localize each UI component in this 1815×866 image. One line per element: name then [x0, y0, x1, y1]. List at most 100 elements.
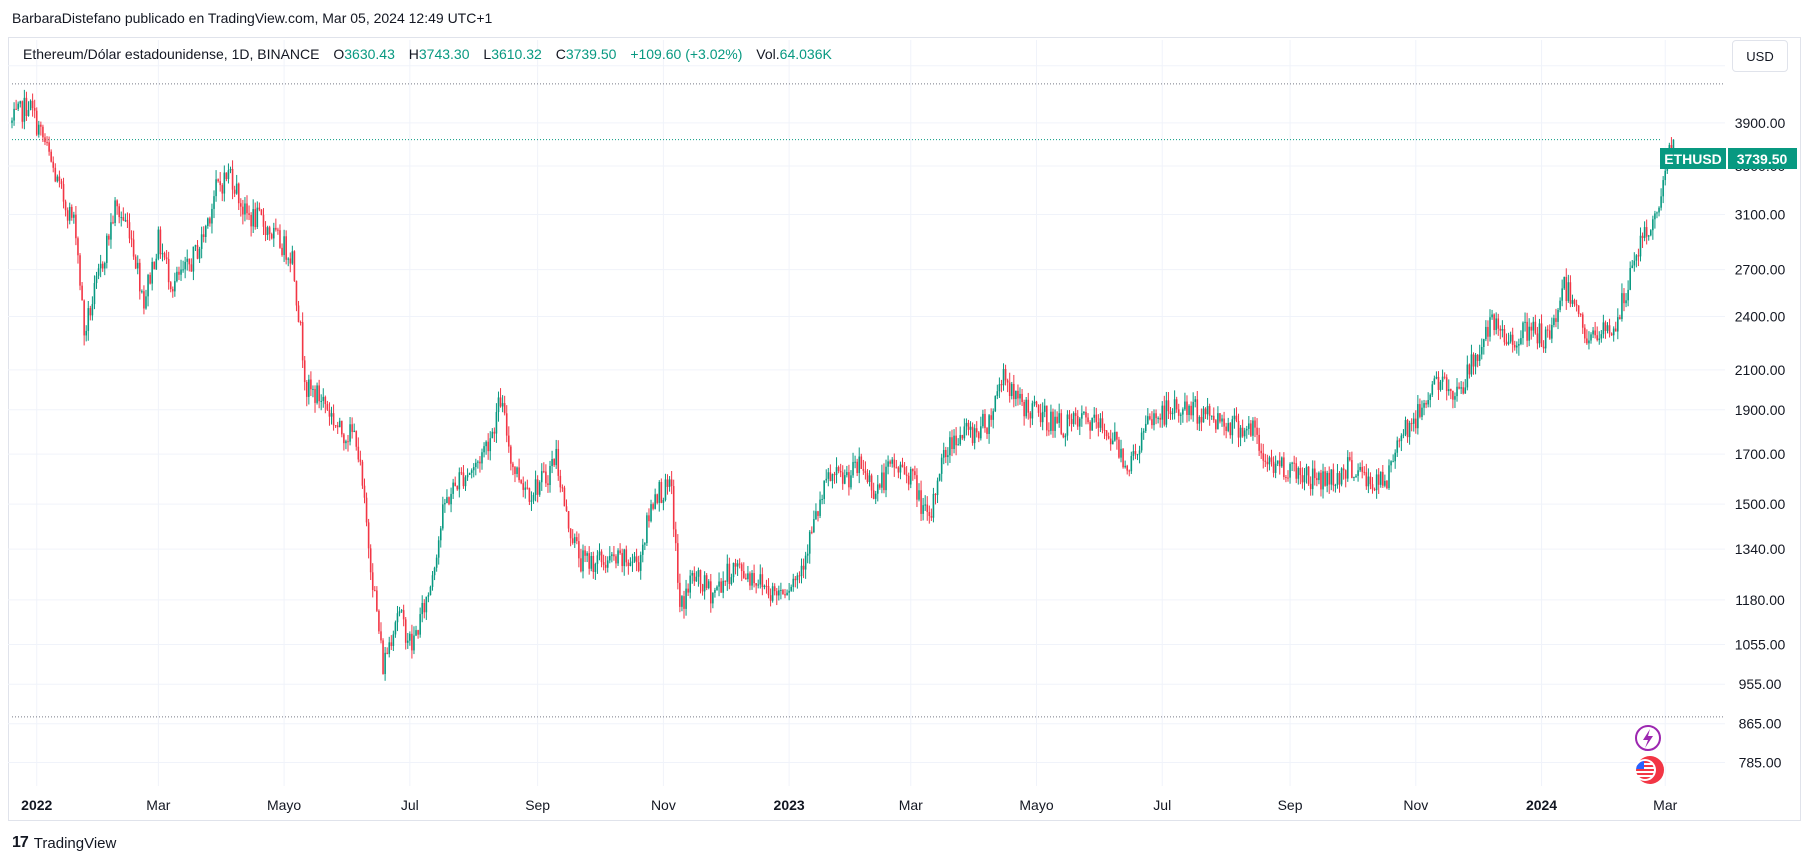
candle-body: [1412, 418, 1415, 424]
candle: [784, 588, 786, 599]
candle: [1516, 341, 1518, 354]
candle: [567, 510, 570, 533]
candle: [825, 469, 828, 483]
candle: [738, 558, 741, 569]
candle-body: [1379, 471, 1382, 485]
candle: [617, 548, 619, 566]
currency-button[interactable]: USD: [1732, 40, 1788, 72]
high-value: 3743.30: [418, 46, 470, 62]
candle: [52, 156, 55, 173]
candle: [483, 442, 485, 458]
candle-body: [710, 581, 712, 604]
candle: [1610, 332, 1613, 336]
candle: [802, 558, 805, 579]
candle: [942, 442, 945, 465]
candle-body: [454, 482, 456, 486]
candle: [551, 450, 553, 474]
candle-body: [497, 397, 500, 413]
candle: [1489, 309, 1491, 342]
candle: [1433, 375, 1436, 385]
candle: [1221, 414, 1223, 427]
candle: [712, 592, 714, 609]
candle-body: [338, 420, 341, 428]
candle: [559, 469, 562, 493]
candle-body: [969, 426, 972, 430]
candle-body: [759, 574, 762, 585]
candle-body: [1089, 422, 1091, 431]
candle: [1046, 405, 1048, 437]
us-flag-icon[interactable]: [1634, 756, 1664, 784]
candle: [1464, 379, 1467, 394]
candle: [266, 225, 269, 240]
candle-body: [1332, 469, 1335, 486]
candle: [596, 550, 599, 574]
candle-body: [1528, 326, 1530, 341]
candle: [153, 261, 156, 270]
candle-body: [619, 550, 621, 554]
candle: [883, 463, 885, 494]
candle: [1048, 422, 1050, 436]
candle: [1029, 411, 1032, 428]
candle-body: [499, 397, 502, 407]
candle-body: [118, 206, 120, 218]
candle-body: [1423, 403, 1425, 408]
candle-body: [1190, 405, 1192, 416]
candle-body: [641, 544, 644, 555]
candle: [497, 391, 500, 422]
candle-body: [1497, 318, 1500, 329]
candle-body: [287, 258, 290, 260]
candle: [458, 467, 461, 498]
candle: [289, 252, 292, 273]
candle-body: [382, 640, 384, 675]
candle: [536, 475, 539, 503]
candle: [749, 571, 751, 591]
candle-body: [293, 251, 296, 281]
candle-body: [1182, 409, 1184, 415]
candle: [132, 230, 135, 260]
candle: [89, 305, 92, 321]
candle-body: [1408, 422, 1411, 438]
candle-body: [1159, 417, 1161, 420]
candle-body: [186, 258, 189, 262]
candle: [773, 583, 776, 596]
candle-body: [1291, 462, 1293, 464]
candle: [231, 160, 234, 200]
candle: [452, 478, 454, 499]
candle-body: [268, 227, 271, 235]
candle-body: [782, 589, 784, 595]
price-tick-label: 3100.00: [1735, 206, 1786, 222]
candle-body: [1229, 423, 1232, 436]
candle-body: [328, 409, 331, 417]
lightning-icon[interactable]: [1635, 725, 1661, 751]
candle: [466, 468, 469, 481]
candle-body: [1192, 401, 1194, 416]
candle: [1072, 411, 1075, 427]
candle-body: [487, 441, 489, 452]
volume-value: 64.036K: [779, 46, 832, 62]
candle-body: [732, 562, 735, 578]
candle-body: [1144, 423, 1147, 432]
candle-body: [512, 463, 514, 468]
tradingview-logo[interactable]: 17 TradingView: [12, 834, 116, 852]
candle-body: [1130, 455, 1133, 472]
candle-body: [1219, 413, 1221, 422]
candle-body: [720, 581, 722, 593]
candle: [889, 459, 891, 467]
candle: [949, 431, 951, 463]
candle: [1324, 466, 1326, 487]
candle: [66, 207, 69, 229]
candle-body: [334, 425, 337, 427]
symbol-description[interactable]: Ethereum/Dólar estadounidense, 1D, BINAN…: [23, 46, 320, 62]
candle: [130, 230, 133, 248]
candle-body: [1355, 475, 1357, 477]
candle: [320, 394, 323, 411]
candle: [547, 475, 549, 493]
candle: [1423, 399, 1425, 416]
candle: [646, 512, 648, 546]
candle-body: [477, 461, 479, 463]
candle-body: [1099, 418, 1102, 428]
candle-body: [1196, 399, 1199, 424]
candle: [1091, 417, 1093, 431]
candle-body: [957, 444, 959, 446]
